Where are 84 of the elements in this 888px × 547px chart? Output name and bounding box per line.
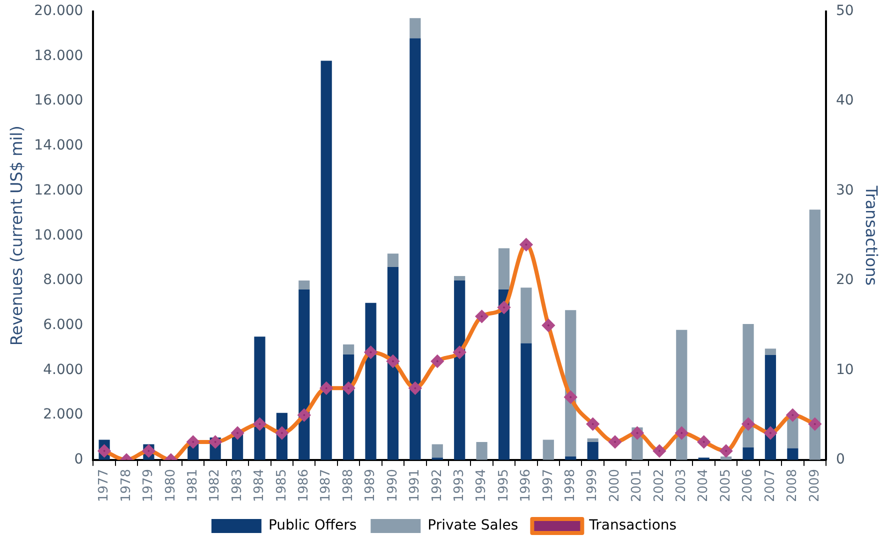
bar (542, 440, 554, 460)
x-tick-label: 2002 (652, 468, 667, 502)
bar (520, 288, 532, 344)
x-tick-label: 1990 (385, 468, 400, 502)
bar (387, 267, 399, 460)
y-tick-label: 0 (74, 452, 84, 468)
bar (587, 438, 598, 442)
y2-tick-label: 40 (836, 92, 854, 109)
legend-label: Public Offers (268, 518, 357, 534)
x-tick-label: 1979 (141, 468, 156, 502)
x-tick-label: 1997 (540, 468, 556, 502)
y-tick-label: 12.000 (34, 182, 84, 198)
bar (787, 448, 798, 460)
bar (498, 248, 510, 290)
bar (454, 276, 466, 281)
y2-tick-label: 50 (836, 3, 854, 20)
bar (742, 324, 754, 448)
bar (742, 447, 754, 460)
bar (764, 354, 776, 460)
y-tick-label: 2.000 (43, 406, 84, 423)
x-tick-label: 1994 (474, 468, 490, 502)
y2-tick-label: 10 (836, 362, 854, 378)
y-axis-title: Revenues (current US$ mil) (6, 126, 26, 346)
legend-label: Private Sales (428, 518, 518, 534)
x-tick-label: 1992 (430, 468, 445, 502)
x-tick-label: 1981 (185, 468, 200, 502)
bar (454, 280, 466, 460)
x-tick-label: 1985 (274, 468, 290, 502)
bar (254, 336, 266, 460)
bar (343, 344, 354, 355)
x-tick-label: 1993 (452, 468, 467, 502)
y-tick-label: 10.000 (34, 227, 84, 244)
bar (298, 280, 310, 290)
x-tick-label: 1980 (163, 468, 178, 502)
bar (387, 254, 399, 268)
y-tick-label: 14.000 (34, 138, 84, 154)
x-tick-label: 2008 (785, 468, 800, 502)
bar (432, 444, 443, 458)
x-tick-label: 1978 (118, 468, 134, 502)
x-tick-label: 2004 (696, 468, 712, 502)
bar (476, 442, 488, 460)
x-tick-label: 2003 (674, 468, 690, 502)
y-tick-label: 4.000 (43, 362, 84, 378)
bar (764, 348, 776, 355)
x-tick-label: 1984 (252, 468, 268, 502)
y-tick-label: 6.000 (43, 317, 84, 333)
bar (320, 60, 332, 460)
bar (365, 302, 376, 460)
x-tick-label: 2006 (740, 468, 756, 502)
y2-tick-label: 0 (836, 452, 845, 468)
x-tick-label: 1986 (296, 468, 312, 502)
x-tick-label: 2009 (807, 468, 822, 502)
bar (498, 289, 510, 460)
x-tick-label: 1995 (496, 468, 512, 502)
x-tick-label: 1999 (585, 468, 600, 502)
bar (410, 38, 421, 460)
x-tick-label: 2001 (630, 468, 645, 502)
y-tick-label: 18.000 (34, 48, 84, 64)
bar (676, 330, 688, 460)
legend-label: Transactions (588, 518, 677, 534)
x-tick-label: 1991 (408, 468, 423, 502)
y-tick-label: 8.000 (43, 272, 84, 288)
x-tick-label: 1987 (318, 468, 334, 502)
bar (520, 343, 532, 460)
bar (809, 210, 820, 460)
x-tick-label: 2005 (718, 468, 734, 502)
y2-tick-label: 20 (836, 272, 854, 288)
bar (343, 354, 354, 460)
x-tick-label: 1989 (363, 468, 378, 502)
y-tick-label: 16.000 (34, 92, 84, 109)
y-tick-label: 20.000 (34, 3, 84, 20)
bar (298, 289, 310, 460)
x-tick-label: 1983 (230, 468, 245, 502)
x-tick-label: 2007 (762, 468, 778, 502)
x-tick-label: 1982 (208, 468, 223, 502)
y2-tick-label: 30 (836, 182, 854, 198)
x-tick-label: 1988 (340, 468, 356, 502)
bar (410, 18, 421, 38)
bar (587, 442, 598, 460)
x-tick-label: 1996 (518, 468, 534, 502)
x-tick-label: 1977 (96, 468, 112, 502)
y2-axis-title: Transactions (862, 184, 882, 286)
x-tick-label: 1998 (562, 468, 578, 502)
x-tick-label: 2000 (607, 468, 622, 502)
